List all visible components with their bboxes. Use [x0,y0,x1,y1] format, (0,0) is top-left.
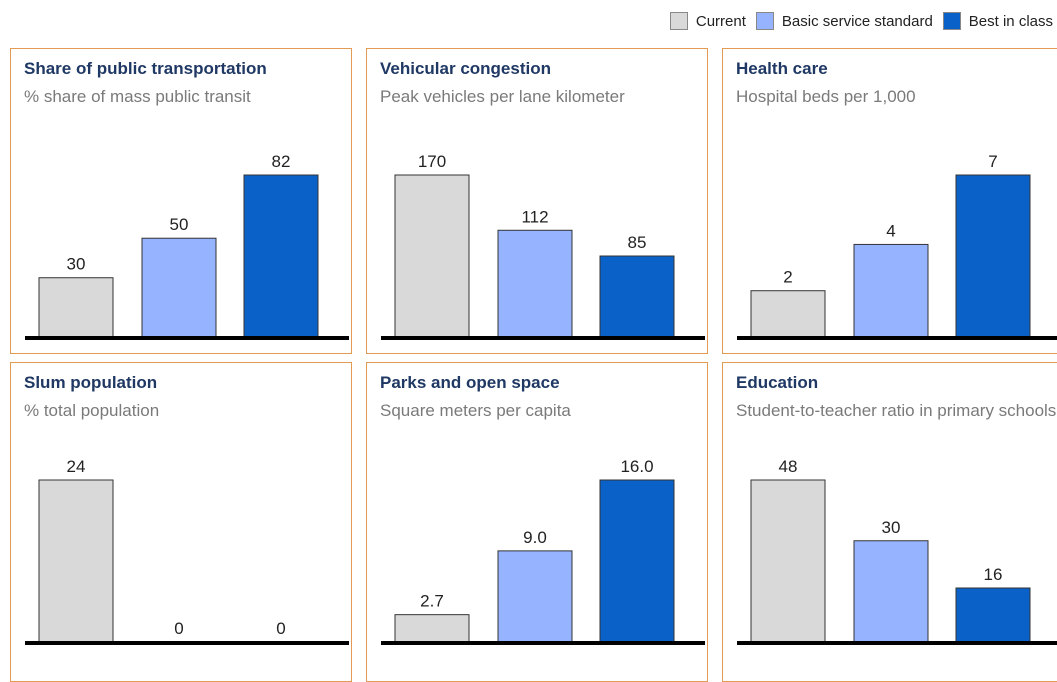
chart: 30 50 82 [25,152,349,340]
value-label: 50 [170,215,189,234]
page: Current Basic service standard Best in cla… [10,12,1057,682]
legend-label: Basic service standard [781,12,933,30]
legend-swatch [942,12,961,30]
chart-panel: Share of public transportation % share of… [10,48,352,354]
value-label: 48 [779,457,798,476]
value-label: 7 [988,152,997,171]
bar [750,479,826,643]
chart-subtitle: Student-to-teacher ratio in primary scho… [736,401,1057,420]
value-label: 24 [67,457,86,476]
value-label: 30 [67,255,86,274]
chart: 48 30 16 [737,457,1057,645]
legend-label: Best in class [968,12,1053,30]
chart: 2.7 9.0 16.0 [381,457,705,645]
value-label: 2 [783,268,792,287]
chart: 170 112 85 [381,152,705,340]
bar [955,587,1031,643]
bar [497,550,573,643]
chart-panel: Slum population % total population 24 0 0 [10,362,352,682]
chart-title: Parks and open space [380,373,560,392]
chart-title: Share of public transportation [24,59,267,78]
legend-swatch [755,12,774,30]
bar [599,479,675,643]
chart-subtitle: Hospital beds per 1,000 [736,87,916,106]
bar [38,277,114,338]
bar [38,479,114,643]
chart-title: Slum population [24,373,158,392]
chart-subtitle: Peak vehicles per lane kilometer [380,87,625,106]
legend-swatch [669,12,688,30]
value-label: 0 [276,619,285,638]
chart-subtitle: % share of mass public transit [24,87,251,106]
bar [243,174,319,338]
value-label: 82 [272,152,291,171]
bar [497,229,573,338]
value-label: 9.0 [523,528,547,547]
value-label: 2.7 [420,592,444,611]
chart: 2 4 7 [737,152,1057,340]
chart-panel: Vehicular congestion Peak vehicles per la… [366,48,708,354]
bar [853,540,929,643]
chart-subtitle: % total population [24,401,160,420]
legend-label: Current [695,12,746,30]
chart-subtitle: Square meters per capita [380,401,571,420]
legend: Current Basic service standard Best in cla… [660,12,1053,30]
chart: 24 0 0 [25,457,349,645]
chart-panel: Parks and open space Square meters per ca… [366,362,708,682]
bar [599,255,675,338]
value-label: 112 [521,207,548,226]
chart-title: Education [736,373,819,392]
chart-title: Health care [736,59,828,78]
value-label: 170 [418,152,446,171]
value-label: 85 [628,233,647,252]
bar [141,237,217,338]
bar [394,174,470,338]
chart-panel: Health care Hospital beds per 1,000 2 4 7 [722,48,1057,354]
bar [750,290,826,338]
value-label: 16.0 [620,457,653,476]
bar [853,243,929,338]
value-label: 30 [882,518,901,537]
value-label: 0 [174,619,183,638]
value-label: 16 [984,565,1003,584]
chart-panel: Education Student-to-teacher ratio in pri… [722,362,1057,682]
bar [394,614,470,643]
bar [955,174,1031,338]
chart-title: Vehicular congestion [380,59,551,78]
value-label: 4 [886,221,895,240]
